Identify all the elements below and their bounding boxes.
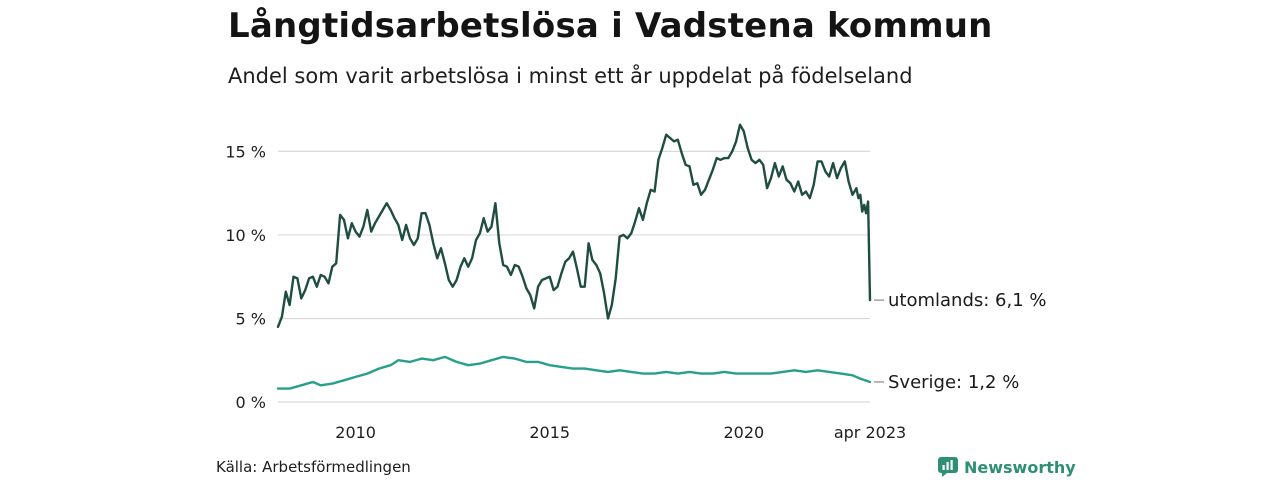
newsworthy-logo-icon bbox=[938, 457, 958, 477]
series-end-label-utomlands: utomlands: 6,1 % bbox=[888, 290, 1047, 311]
source-label: Källa: Arbetsförmedlingen bbox=[216, 458, 411, 476]
brand[interactable]: Newsworthy bbox=[938, 456, 1076, 478]
y-tick-label: 0 % bbox=[236, 393, 266, 412]
x-tick-label: apr 2023 bbox=[834, 423, 906, 442]
series-end-label-sverige: Sverige: 1,2 % bbox=[888, 372, 1019, 393]
series-line-sverige bbox=[276, 355, 872, 390]
y-tick-label: 5 % bbox=[236, 309, 266, 328]
series-line-utomlands bbox=[276, 123, 872, 328]
brand-name: Newsworthy bbox=[964, 457, 1076, 477]
y-tick-label: 15 % bbox=[225, 142, 266, 161]
x-tick-label: 2020 bbox=[723, 423, 764, 442]
y-tick-label: 10 % bbox=[225, 226, 266, 245]
chart-title: Långtidsarbetslösa i Vadstena kommun bbox=[228, 6, 993, 46]
chart-subtitle: Andel som varit arbetslösa i minst ett å… bbox=[228, 64, 913, 88]
x-tick-label: 2010 bbox=[335, 423, 376, 442]
x-tick-label: 2015 bbox=[529, 423, 570, 442]
